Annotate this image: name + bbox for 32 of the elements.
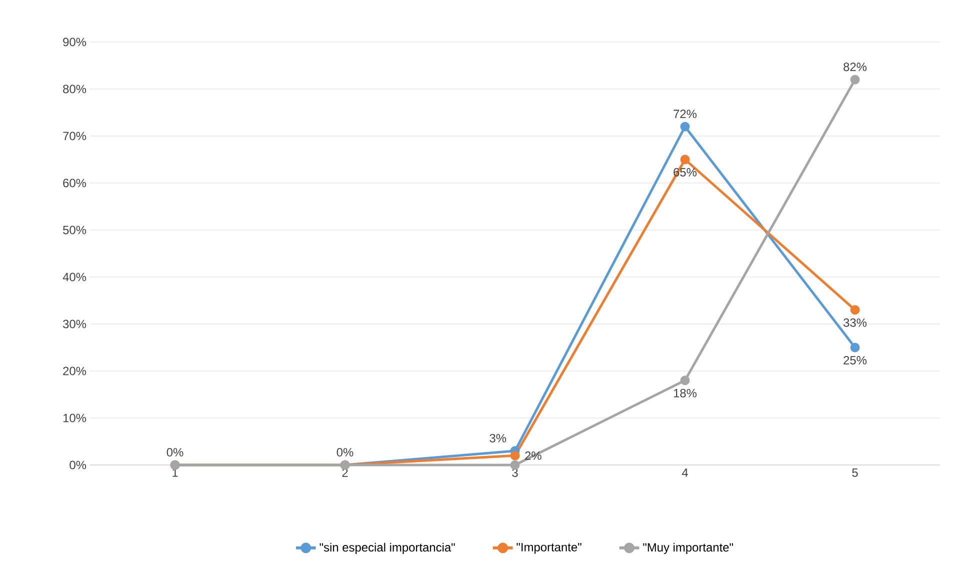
x-tick-label: 5 <box>852 468 858 477</box>
y-tick-label: 90% <box>63 38 86 46</box>
point <box>680 122 690 132</box>
point <box>510 460 520 470</box>
y-tick-label: 10% <box>63 414 86 422</box>
point <box>850 74 860 84</box>
y-tick-label: 60% <box>63 178 86 188</box>
y-tick-label: 70% <box>63 132 86 140</box>
data-label: 0% <box>336 448 354 456</box>
data-label: 82% <box>844 62 867 72</box>
data-label: 72% <box>674 110 697 118</box>
data-label: 25% <box>844 356 867 364</box>
data-label: 3% <box>490 434 506 442</box>
x-tick-label: 4 <box>682 468 688 477</box>
point <box>850 305 860 315</box>
legend-label: "Muy importante" <box>643 542 734 554</box>
data-label: 33% <box>844 318 867 327</box>
y-tick-label: 20% <box>63 366 86 376</box>
point <box>510 450 520 460</box>
data-label: 2% <box>525 451 542 460</box>
point <box>850 342 860 352</box>
y-tick-label: 80% <box>63 84 86 94</box>
y-tick-label: 0% <box>70 460 86 470</box>
y-tick-label: 50% <box>63 226 86 234</box>
y-tick-label: 40% <box>62 272 86 282</box>
point <box>680 376 690 386</box>
legend-label: "Importante" <box>516 543 582 554</box>
legend-label: "sin especial importancia" <box>320 542 455 554</box>
y-tick-label: 30% <box>63 320 86 328</box>
data-label: 0% <box>166 448 184 456</box>
data-label: 18% <box>674 388 697 398</box>
point <box>680 154 690 164</box>
